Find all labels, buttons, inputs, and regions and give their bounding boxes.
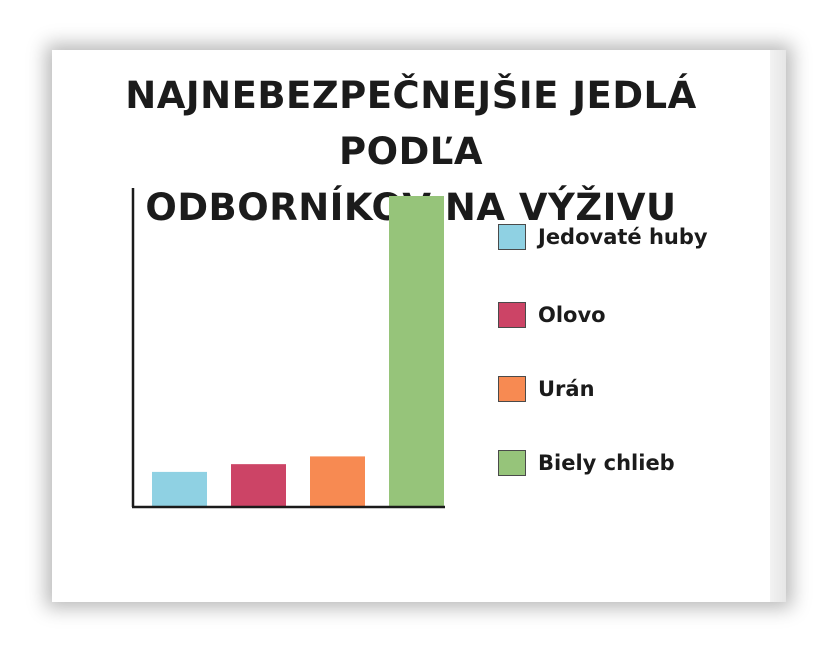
bar-biely-chlieb <box>389 196 444 506</box>
legend-item: Jedovaté huby <box>498 224 708 250</box>
legend-label: Olovo <box>538 303 606 327</box>
legend-item: Biely chlieb <box>498 450 675 476</box>
legend-swatch <box>498 302 526 328</box>
legend-swatch <box>498 450 526 476</box>
bar-chart <box>131 188 445 509</box>
legend-label: Jedovaté huby <box>538 225 708 249</box>
bars-group <box>152 196 444 506</box>
chart-card: NAJNEBEZPEČNEJŠIE JEDLÁ PODĽA ODBORNÍKOV… <box>52 50 786 602</box>
bar-jedovaté-huby <box>152 471 207 506</box>
legend-item: Urán <box>498 376 595 402</box>
legend-label: Urán <box>538 377 595 401</box>
legend-item: Olovo <box>498 302 606 328</box>
legend-label: Biely chlieb <box>538 451 675 475</box>
chart-title-line-1: NAJNEBEZPEČNEJŠIE JEDLÁ PODĽA <box>125 74 697 173</box>
legend-swatch <box>498 376 526 402</box>
card-edge <box>770 50 786 602</box>
bar-olovo <box>231 464 286 506</box>
bar-urán <box>310 456 365 506</box>
legend-swatch <box>498 224 526 250</box>
chart-title: NAJNEBEZPEČNEJŠIE JEDLÁ PODĽA ODBORNÍKOV… <box>52 68 770 236</box>
